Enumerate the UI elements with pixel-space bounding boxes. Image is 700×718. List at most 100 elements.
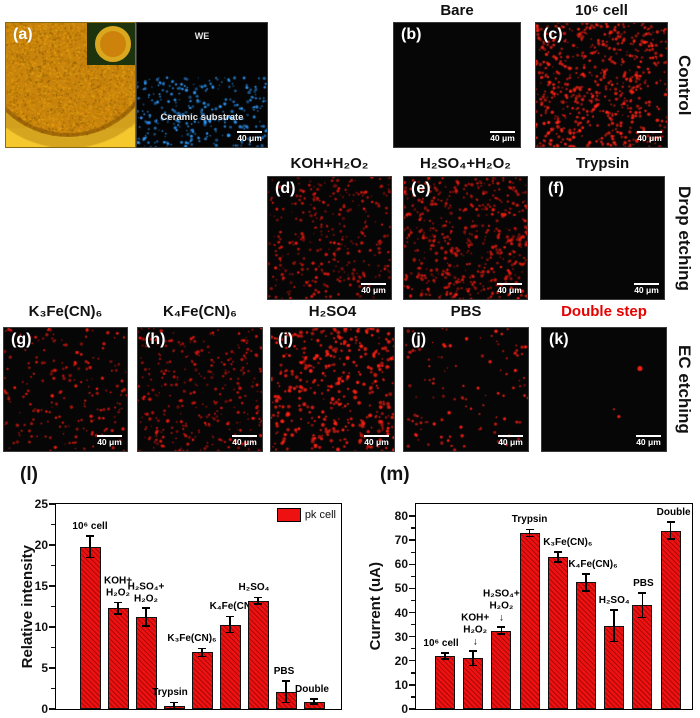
error-cap-top	[638, 592, 647, 594]
error-cap-top	[525, 528, 534, 531]
error-bar	[145, 608, 147, 627]
error-cap-bottom	[310, 703, 318, 705]
panel-g-letter: (g)	[11, 331, 32, 348]
axis-tick	[408, 660, 415, 662]
cell-dots	[271, 328, 394, 451]
bar	[435, 655, 455, 709]
error-bar	[173, 702, 175, 709]
tick-label: 40	[394, 605, 408, 620]
bar-annotation: 10⁶ cell	[72, 521, 107, 533]
bar-annotation: KOH+ H₂O₂ ↓	[461, 613, 489, 648]
error-cap-bottom	[226, 631, 234, 634]
panel-h: (h) 40 μm	[137, 327, 263, 452]
tick-label: 80	[394, 509, 408, 524]
tick-label: 20	[394, 653, 408, 668]
error-bar	[557, 552, 559, 562]
annotation-line: Trypsin	[152, 687, 188, 699]
axis-tick	[48, 708, 55, 710]
bar-annotation: H₂SO₄	[239, 583, 270, 595]
error-cap-top	[310, 698, 318, 700]
bar	[107, 608, 129, 709]
panel-b-letter: (b)	[401, 26, 422, 43]
cell-dots	[4, 328, 127, 451]
annotation-line: H₂O₂	[134, 593, 158, 605]
error-cap-top	[610, 609, 619, 611]
chart-m-plot: 0 10 20 30 40 50 60 70 80 10⁶ cell KOH+ H₂O₂ ↓ H₂SO₄+…	[395, 503, 693, 716]
axis-tick	[51, 687, 55, 690]
bar	[79, 546, 101, 709]
error-bar	[285, 681, 287, 703]
bar-annotation: H₂SO₄+ H₂O₂	[128, 582, 165, 606]
row-label-control: Control	[675, 54, 694, 116]
bar	[660, 530, 681, 709]
cell-dots	[404, 177, 527, 299]
tick-label: 50	[394, 581, 408, 596]
scalebar: 40 μm	[490, 131, 515, 144]
annotation-line: H₂SO₄+	[483, 588, 520, 600]
bar-annotation: K₄Fe(CN)₆	[568, 559, 617, 571]
bar-annotation: KOH+ H₂O₂	[104, 576, 132, 600]
annotation-line: H₂SO₄+	[127, 581, 165, 593]
panel-f-title: Trypsin	[575, 155, 630, 172]
error-cap-top	[142, 607, 150, 609]
bar-annotation: 10⁶ cell	[423, 638, 458, 650]
error-bar	[117, 602, 119, 614]
chart-m-letter: (m)	[380, 464, 410, 485]
row-label-ec-etching: EC etching	[675, 345, 694, 434]
panel-b: (b) 40 μm	[393, 22, 521, 148]
cell-dots	[138, 328, 262, 451]
panel-b-title: Bare	[440, 2, 474, 19]
blue-cell-dots	[137, 23, 267, 147]
cell-dots	[542, 328, 666, 451]
bar-annotation: Trypsin	[152, 688, 188, 700]
error-cap-top	[170, 701, 178, 704]
panel-h-title: K₄Fe(CN)₆	[163, 303, 237, 320]
bar-annotation: PBS	[274, 666, 295, 678]
bar	[547, 557, 568, 709]
error-cap-top	[282, 680, 290, 682]
bar	[519, 532, 540, 709]
bar-annotation: K₃Fe(CN)₆	[167, 634, 216, 646]
error-bar	[201, 648, 203, 657]
error-bar	[585, 573, 587, 591]
bar-annotation: Double	[295, 684, 329, 696]
panel-i-title: H₂SO4	[308, 303, 357, 320]
axis-tick	[411, 648, 415, 650]
error-cap-top	[226, 615, 234, 618]
panel-j-letter: (j)	[411, 331, 427, 348]
axis-tick	[51, 646, 55, 649]
error-cap-bottom	[142, 625, 150, 627]
axis-tick	[408, 515, 415, 517]
annotation-line: H₂SO₄	[598, 595, 630, 607]
scalebar: 40 μm	[634, 283, 659, 296]
cell-dots	[404, 328, 528, 451]
panel-i: (i) 40 μm	[270, 327, 395, 452]
scalebar: 40 μm	[361, 283, 386, 296]
cell-dots	[536, 23, 667, 147]
error-cap-top	[666, 521, 675, 523]
axis-tick	[51, 564, 55, 567]
bar-annotation: K₃Fe(CN)₆	[543, 537, 592, 549]
axis-tick	[48, 544, 55, 546]
error-cap-top	[114, 601, 122, 604]
electrode-photo-inset	[87, 23, 135, 65]
axis-tick	[408, 539, 415, 541]
bar-annotation: Double	[657, 507, 691, 519]
panel-d: (d) 40 μm	[267, 176, 392, 300]
panel-k: (k) 40 μm	[541, 327, 667, 452]
annotation-line: K₃Fe(CN)₆	[167, 633, 217, 645]
ceramic-substrate-label: Ceramic substrate	[160, 112, 244, 124]
tick-label: 25	[34, 497, 48, 511]
error-cap-bottom	[525, 535, 534, 538]
panel-k-title: Double step	[561, 303, 647, 320]
axis-tick	[48, 667, 55, 669]
tick-label: 20	[34, 538, 48, 552]
bar	[576, 582, 596, 709]
bar	[135, 617, 157, 709]
error-cap-bottom	[610, 640, 619, 643]
error-cap-bottom	[86, 556, 94, 559]
bar-annotation: K₄Fe(CN)	[210, 602, 255, 614]
axis-tick	[411, 696, 415, 698]
axis-tick	[48, 585, 55, 587]
annotation-line: Double	[295, 684, 329, 696]
